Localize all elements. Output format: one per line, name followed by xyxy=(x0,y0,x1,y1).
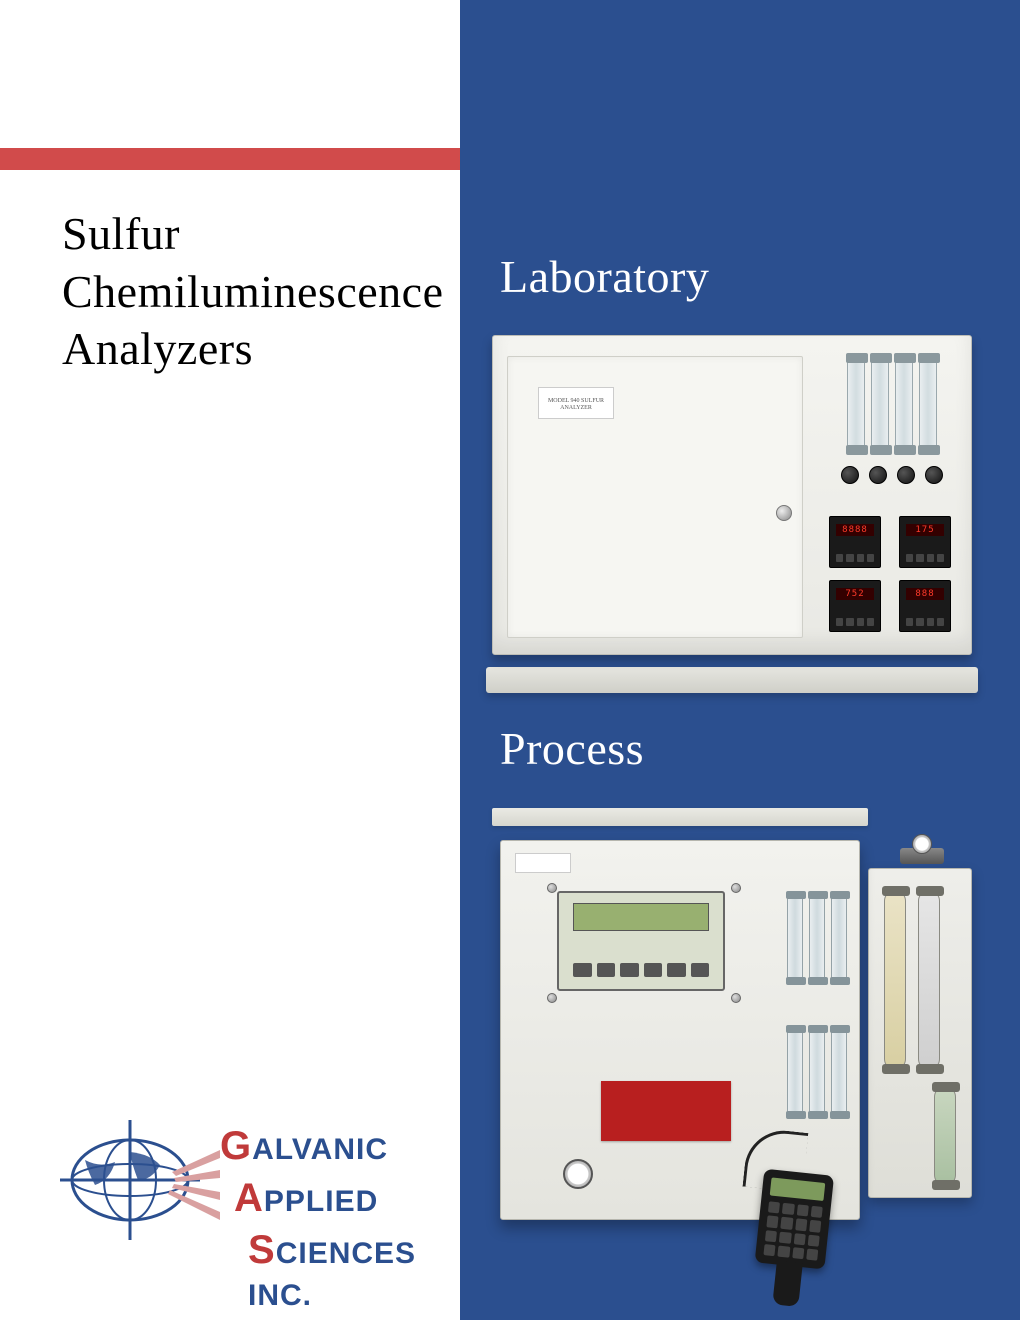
pressure-regulator xyxy=(900,840,944,870)
warning-plate xyxy=(601,1081,731,1141)
laboratory-heading: Laboratory xyxy=(500,250,709,303)
temp-controller: 8888 xyxy=(829,516,881,568)
company-logo: GALVANIC APPLIED SCIENCES INC. xyxy=(60,1110,420,1250)
company-name: GALVANIC APPLIED SCIENCES INC. xyxy=(220,1120,420,1315)
laboratory-analyzer-image: MODEL 940 SULFUR ANALYZER 8888 175 752 8… xyxy=(492,335,972,675)
page-title: Sulfur Chemiluminescence Analyzers xyxy=(62,205,444,378)
rotameter-bank xyxy=(787,1027,847,1117)
left-panel: Sulfur Chemiluminescence Analyzers GALVA… xyxy=(0,0,460,1320)
pressure-gauge-icon xyxy=(563,1159,593,1189)
rotameter-bank xyxy=(837,356,947,452)
temp-controller: 175 xyxy=(899,516,951,568)
dryer-tube xyxy=(934,1086,956,1186)
temp-controller: 888 xyxy=(899,580,951,632)
title-line-3: Analyzers xyxy=(62,320,444,378)
temp-controller: 752 xyxy=(829,580,881,632)
model-label: MODEL 940 SULFUR ANALYZER xyxy=(538,387,614,419)
globe-icon xyxy=(60,1110,220,1240)
process-heading: Process xyxy=(500,722,644,775)
red-accent-bar xyxy=(0,148,460,170)
control-display xyxy=(557,891,725,991)
dryer-tube xyxy=(918,890,940,1070)
handheld-terminal xyxy=(752,1169,834,1296)
process-analyzer-image xyxy=(480,820,1000,1250)
flow-knobs xyxy=(837,466,947,486)
dryer-tube xyxy=(884,890,906,1070)
title-line-2: Chemiluminescence xyxy=(62,263,444,321)
model-label xyxy=(515,853,571,873)
title-line-1: Sulfur xyxy=(62,205,444,263)
rotameter-bank xyxy=(787,893,847,983)
